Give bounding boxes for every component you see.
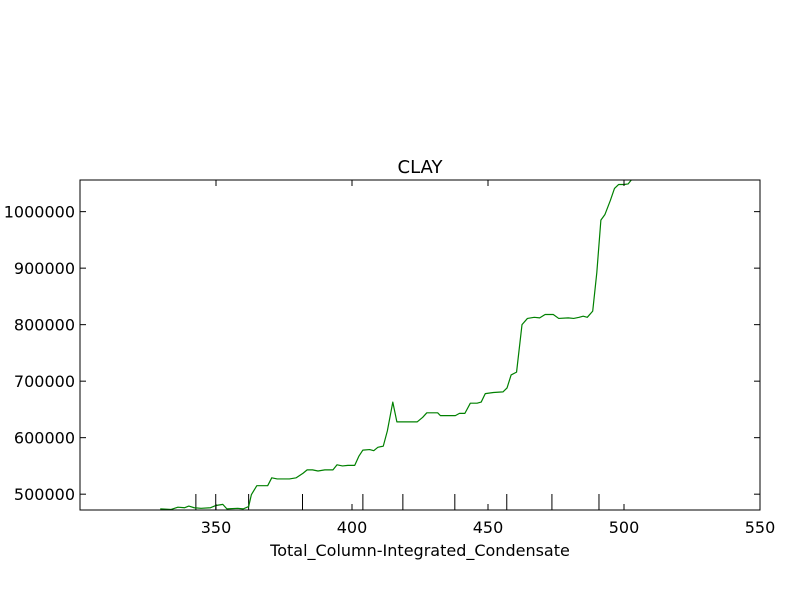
- y-tick-label: 900000: [14, 259, 75, 278]
- x-tick-label: 350: [201, 518, 232, 537]
- x-tick-label: 500: [609, 518, 640, 537]
- chart-title: CLAY: [398, 157, 444, 178]
- y-tick-label: 800000: [14, 316, 75, 335]
- y-tick-label: 700000: [14, 372, 75, 391]
- x-axis-label: Total_Column-Integrated_Condensate: [269, 541, 570, 561]
- y-tick-label: 600000: [14, 429, 75, 448]
- plot-frame: [79, 179, 761, 511]
- y-axis: 500000 600000 700000 800000 900000 1000000: [4, 203, 760, 504]
- bottom-marks: [195, 494, 600, 510]
- y-tick-label: 500000: [14, 485, 75, 504]
- series-layer: [160, 180, 633, 510]
- x-tick-label: 400: [337, 518, 368, 537]
- x-axis: 350 400 450 500 550: [201, 180, 776, 537]
- y-tick-label: 1000000: [4, 203, 75, 222]
- x-tick-label: 450: [473, 518, 504, 537]
- series-line: [160, 180, 633, 510]
- x-tick-label: 550: [745, 518, 776, 537]
